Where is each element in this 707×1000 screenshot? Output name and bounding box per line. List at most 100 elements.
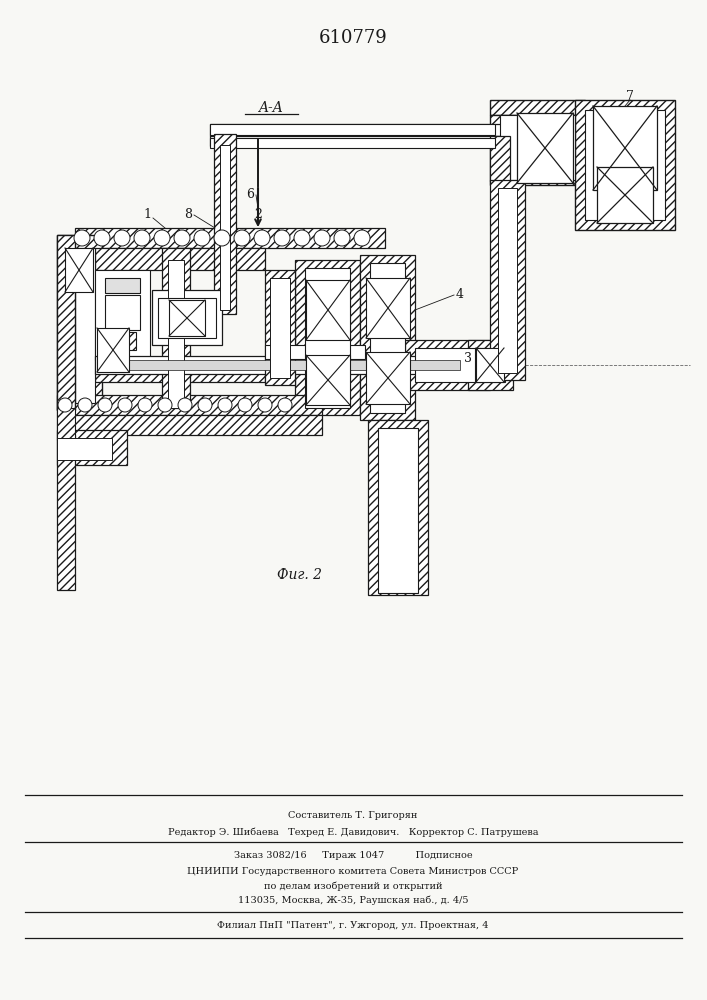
- Text: Заказ 3082/16     Тираж 1047          Подписное: Заказ 3082/16 Тираж 1047 Подписное: [234, 852, 472, 860]
- Bar: [360, 255, 415, 420]
- Bar: [597, 167, 653, 223]
- Bar: [57, 235, 102, 410]
- Bar: [270, 278, 290, 378]
- Bar: [210, 124, 540, 136]
- Text: 8: 8: [184, 209, 192, 222]
- Circle shape: [274, 230, 290, 246]
- Bar: [100, 360, 460, 370]
- Circle shape: [278, 398, 292, 412]
- Bar: [152, 290, 222, 345]
- Circle shape: [98, 398, 112, 412]
- Bar: [366, 278, 410, 338]
- Circle shape: [94, 230, 110, 246]
- Bar: [306, 355, 350, 405]
- Bar: [220, 145, 230, 310]
- Text: 1: 1: [143, 209, 151, 222]
- Bar: [95, 270, 150, 360]
- Bar: [475, 348, 505, 382]
- Text: по делам изобретений и открытий: по делам изобретений и открытий: [264, 881, 443, 891]
- Text: 113035, Москва, Ж-35, Раушская наб., д. 4/5: 113035, Москва, Ж-35, Раушская наб., д. …: [238, 895, 468, 905]
- Bar: [75, 248, 95, 403]
- Circle shape: [154, 230, 170, 246]
- Bar: [168, 260, 184, 408]
- Bar: [490, 115, 585, 185]
- Circle shape: [294, 230, 310, 246]
- Bar: [366, 352, 410, 404]
- Bar: [158, 298, 216, 338]
- Bar: [97, 328, 129, 372]
- Bar: [468, 340, 513, 390]
- Bar: [57, 408, 75, 440]
- Text: ЦНИИПИ Государственного комитета Совета Министров СССР: ЦНИИПИ Государственного комитета Совета …: [187, 867, 519, 876]
- Bar: [57, 435, 75, 590]
- Bar: [95, 360, 265, 382]
- Bar: [57, 415, 322, 435]
- Bar: [476, 348, 504, 382]
- Bar: [405, 340, 490, 390]
- Bar: [75, 228, 385, 248]
- Bar: [306, 280, 350, 340]
- Bar: [265, 345, 365, 359]
- Text: 6: 6: [246, 188, 254, 202]
- Bar: [368, 420, 428, 595]
- Circle shape: [258, 398, 272, 412]
- Text: 7: 7: [626, 90, 634, 103]
- Bar: [585, 110, 665, 220]
- Circle shape: [114, 230, 130, 246]
- Bar: [575, 100, 675, 230]
- Circle shape: [234, 230, 250, 246]
- Circle shape: [74, 230, 90, 246]
- Text: Составитель Т. Григорян: Составитель Т. Григорян: [288, 810, 418, 820]
- Text: A-A: A-A: [257, 101, 282, 115]
- Bar: [162, 248, 190, 408]
- Circle shape: [158, 398, 172, 412]
- Text: 2: 2: [254, 209, 262, 222]
- Circle shape: [238, 398, 252, 412]
- Bar: [378, 428, 418, 593]
- Bar: [65, 248, 93, 292]
- Circle shape: [118, 398, 132, 412]
- Circle shape: [138, 398, 152, 412]
- Circle shape: [254, 230, 270, 246]
- Circle shape: [78, 398, 92, 412]
- Bar: [490, 136, 510, 181]
- Bar: [370, 263, 405, 413]
- Bar: [490, 100, 585, 115]
- Bar: [210, 124, 495, 135]
- Bar: [95, 248, 265, 270]
- Bar: [265, 270, 295, 385]
- Bar: [57, 395, 322, 415]
- Bar: [105, 295, 140, 330]
- Circle shape: [194, 230, 210, 246]
- Text: 610779: 610779: [319, 29, 387, 47]
- Circle shape: [334, 230, 350, 246]
- Circle shape: [174, 230, 190, 246]
- Circle shape: [214, 230, 230, 246]
- Text: 3: 3: [464, 352, 472, 364]
- Circle shape: [134, 230, 150, 246]
- Circle shape: [218, 398, 232, 412]
- Circle shape: [198, 398, 212, 412]
- Bar: [169, 300, 205, 336]
- Bar: [210, 136, 540, 146]
- Text: 4: 4: [456, 288, 464, 302]
- Bar: [305, 268, 350, 408]
- Bar: [105, 278, 140, 293]
- Text: Филиал ПнП "Патент", г. Ужгород, ул. Проектная, 4: Филиал ПнП "Патент", г. Ужгород, ул. Про…: [217, 922, 489, 930]
- Bar: [57, 235, 75, 410]
- Bar: [108, 332, 136, 350]
- Bar: [415, 348, 480, 382]
- Circle shape: [58, 398, 72, 412]
- Bar: [498, 188, 517, 373]
- Circle shape: [314, 230, 330, 246]
- Bar: [490, 180, 525, 380]
- Bar: [57, 430, 127, 465]
- Bar: [295, 260, 360, 415]
- Text: Фиг. 2: Фиг. 2: [278, 568, 322, 582]
- Circle shape: [354, 230, 370, 246]
- Bar: [57, 438, 112, 460]
- Bar: [517, 113, 573, 183]
- Bar: [593, 106, 657, 190]
- Bar: [214, 134, 236, 314]
- Text: Редактор Э. Шибаева   Техред Е. Давидович.   Корректор С. Патрушева: Редактор Э. Шибаева Техред Е. Давидович.…: [168, 827, 538, 837]
